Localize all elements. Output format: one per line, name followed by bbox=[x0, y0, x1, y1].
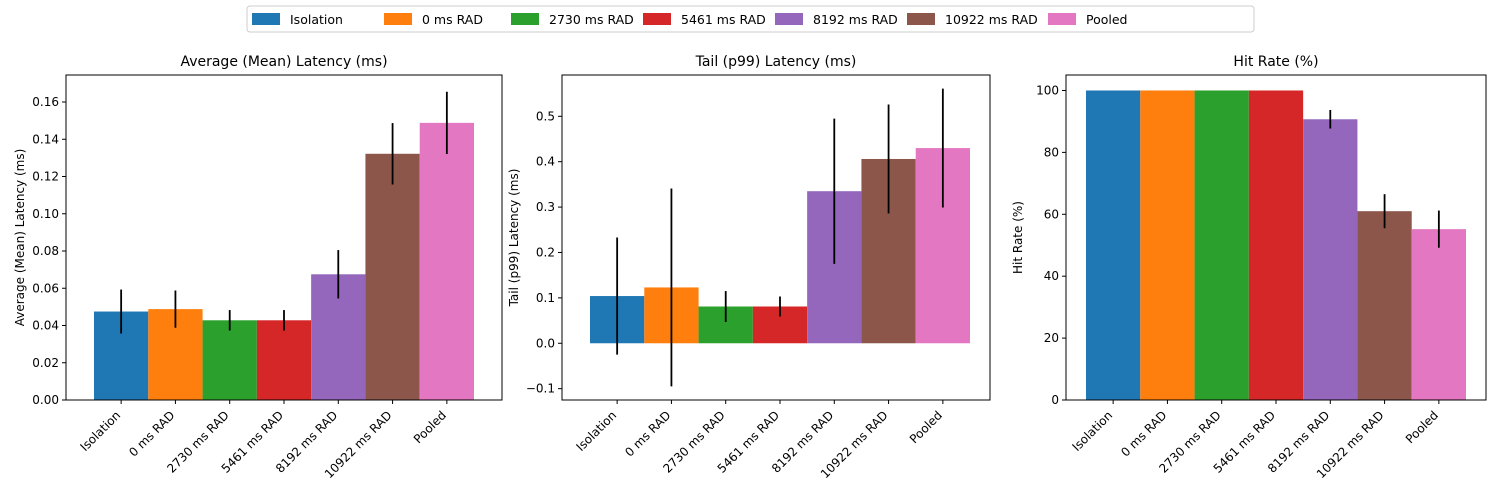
x-tick-label-0-ms-rad: 0 ms RAD bbox=[126, 408, 177, 459]
y-tick-label: −0.1 bbox=[526, 382, 555, 396]
y-tick-label: 0 bbox=[1051, 393, 1059, 407]
bar-2730-ms-rad bbox=[202, 320, 257, 400]
chart-title: Tail (p99) Latency (ms) bbox=[695, 54, 857, 70]
legend: Isolation 0 ms RAD 2730 ms RAD 5461 ms RAD 8… bbox=[246, 5, 1255, 33]
x-tick-label-isolation: Isolation bbox=[573, 408, 619, 454]
bar-5461-ms-rad bbox=[1248, 90, 1304, 400]
legend-label-5461-ms-rad: 5461 ms RAD bbox=[681, 12, 766, 27]
y-tick-label: 0.10 bbox=[32, 207, 59, 221]
y-tick-label: 60 bbox=[1044, 207, 1059, 221]
bar-pooled bbox=[1411, 229, 1466, 400]
x-tick-label-0-ms-rad: 0 ms RAD bbox=[622, 408, 673, 459]
bar-8192-ms-rad bbox=[1303, 119, 1358, 400]
y-tick-label: 0.1 bbox=[536, 291, 555, 305]
chart-title: Average (Mean) Latency (ms) bbox=[180, 54, 387, 70]
legend-frame bbox=[246, 5, 1255, 33]
chart-panel-1: 0.00 0.02 0.04 0.06 0.08 0.10 0.12 0.14 0.16 Isol… bbox=[13, 54, 503, 481]
legend-swatch-8192-ms-rad bbox=[775, 13, 803, 25]
chart-title: Hit Rate (%) bbox=[1233, 54, 1318, 70]
legend-label-10922-ms-rad: 10922 ms RAD bbox=[945, 12, 1038, 27]
bar-2730-ms-rad bbox=[1194, 90, 1249, 400]
x-tick-label-isolation: Isolation bbox=[77, 408, 123, 454]
x-tick-label-0-ms-rad: 0 ms RAD bbox=[1118, 408, 1169, 459]
y-tick-label: 0.5 bbox=[536, 109, 555, 123]
y-tick-label: 0.02 bbox=[32, 356, 59, 370]
y-tick-label: 0.14 bbox=[32, 132, 59, 146]
x-tick-label-pooled: Pooled bbox=[1403, 408, 1441, 446]
y-tick-label: 0.2 bbox=[536, 245, 555, 259]
legend-swatch-pooled bbox=[1048, 13, 1076, 25]
legend-label-2730-ms-rad: 2730 ms RAD bbox=[549, 12, 634, 27]
legend-swatch-2730-ms-rad bbox=[511, 13, 539, 25]
legend-swatch-0-ms-rad bbox=[384, 13, 412, 25]
y-tick-label: 0.04 bbox=[32, 319, 59, 333]
legend-swatch-10922-ms-rad bbox=[907, 13, 935, 25]
x-tick-label-pooled: Pooled bbox=[907, 408, 945, 446]
y-axis-label: Hit Rate (%) bbox=[1011, 201, 1025, 274]
legend-swatch-isolation bbox=[252, 13, 280, 25]
y-tick-label: 0.12 bbox=[32, 170, 59, 184]
y-axis-label: Average (Mean) Latency (ms) bbox=[13, 149, 27, 327]
bar-isolation bbox=[1086, 90, 1141, 400]
legend-swatch-5461-ms-rad bbox=[643, 13, 671, 25]
legend-label-pooled: Pooled bbox=[1086, 12, 1128, 27]
y-tick-label: 80 bbox=[1044, 145, 1059, 159]
y-tick-label: 0.0 bbox=[536, 336, 555, 350]
y-tick-label: 40 bbox=[1044, 269, 1059, 283]
y-tick-label: 0.4 bbox=[536, 155, 555, 169]
y-tick-label: 0.08 bbox=[32, 244, 59, 258]
y-axis-label: Tail (p99) Latency (ms) bbox=[507, 169, 521, 308]
plot-frame bbox=[561, 74, 991, 401]
y-tick-label: 20 bbox=[1044, 331, 1059, 345]
bar-10922-ms-rad bbox=[365, 153, 420, 400]
legend-label-8192-ms-rad: 8192 ms RAD bbox=[813, 12, 898, 27]
y-tick-label: 0.3 bbox=[536, 200, 555, 214]
bar-10922-ms-rad bbox=[1357, 211, 1412, 400]
y-tick-label: 0.16 bbox=[32, 95, 59, 109]
bar-0-ms-rad bbox=[1140, 90, 1195, 400]
bar-pooled bbox=[419, 122, 474, 400]
bar-5461-ms-rad bbox=[256, 320, 312, 400]
x-tick-label-isolation: Isolation bbox=[1069, 408, 1115, 454]
y-tick-label: 100 bbox=[1036, 83, 1059, 97]
y-tick-label: 0.00 bbox=[32, 393, 59, 407]
legend-label-isolation: Isolation bbox=[290, 12, 343, 27]
legend-label-0-ms-rad: 0 ms RAD bbox=[422, 12, 483, 27]
y-tick-label: 0.06 bbox=[32, 281, 59, 295]
x-tick-label-pooled: Pooled bbox=[411, 408, 449, 446]
